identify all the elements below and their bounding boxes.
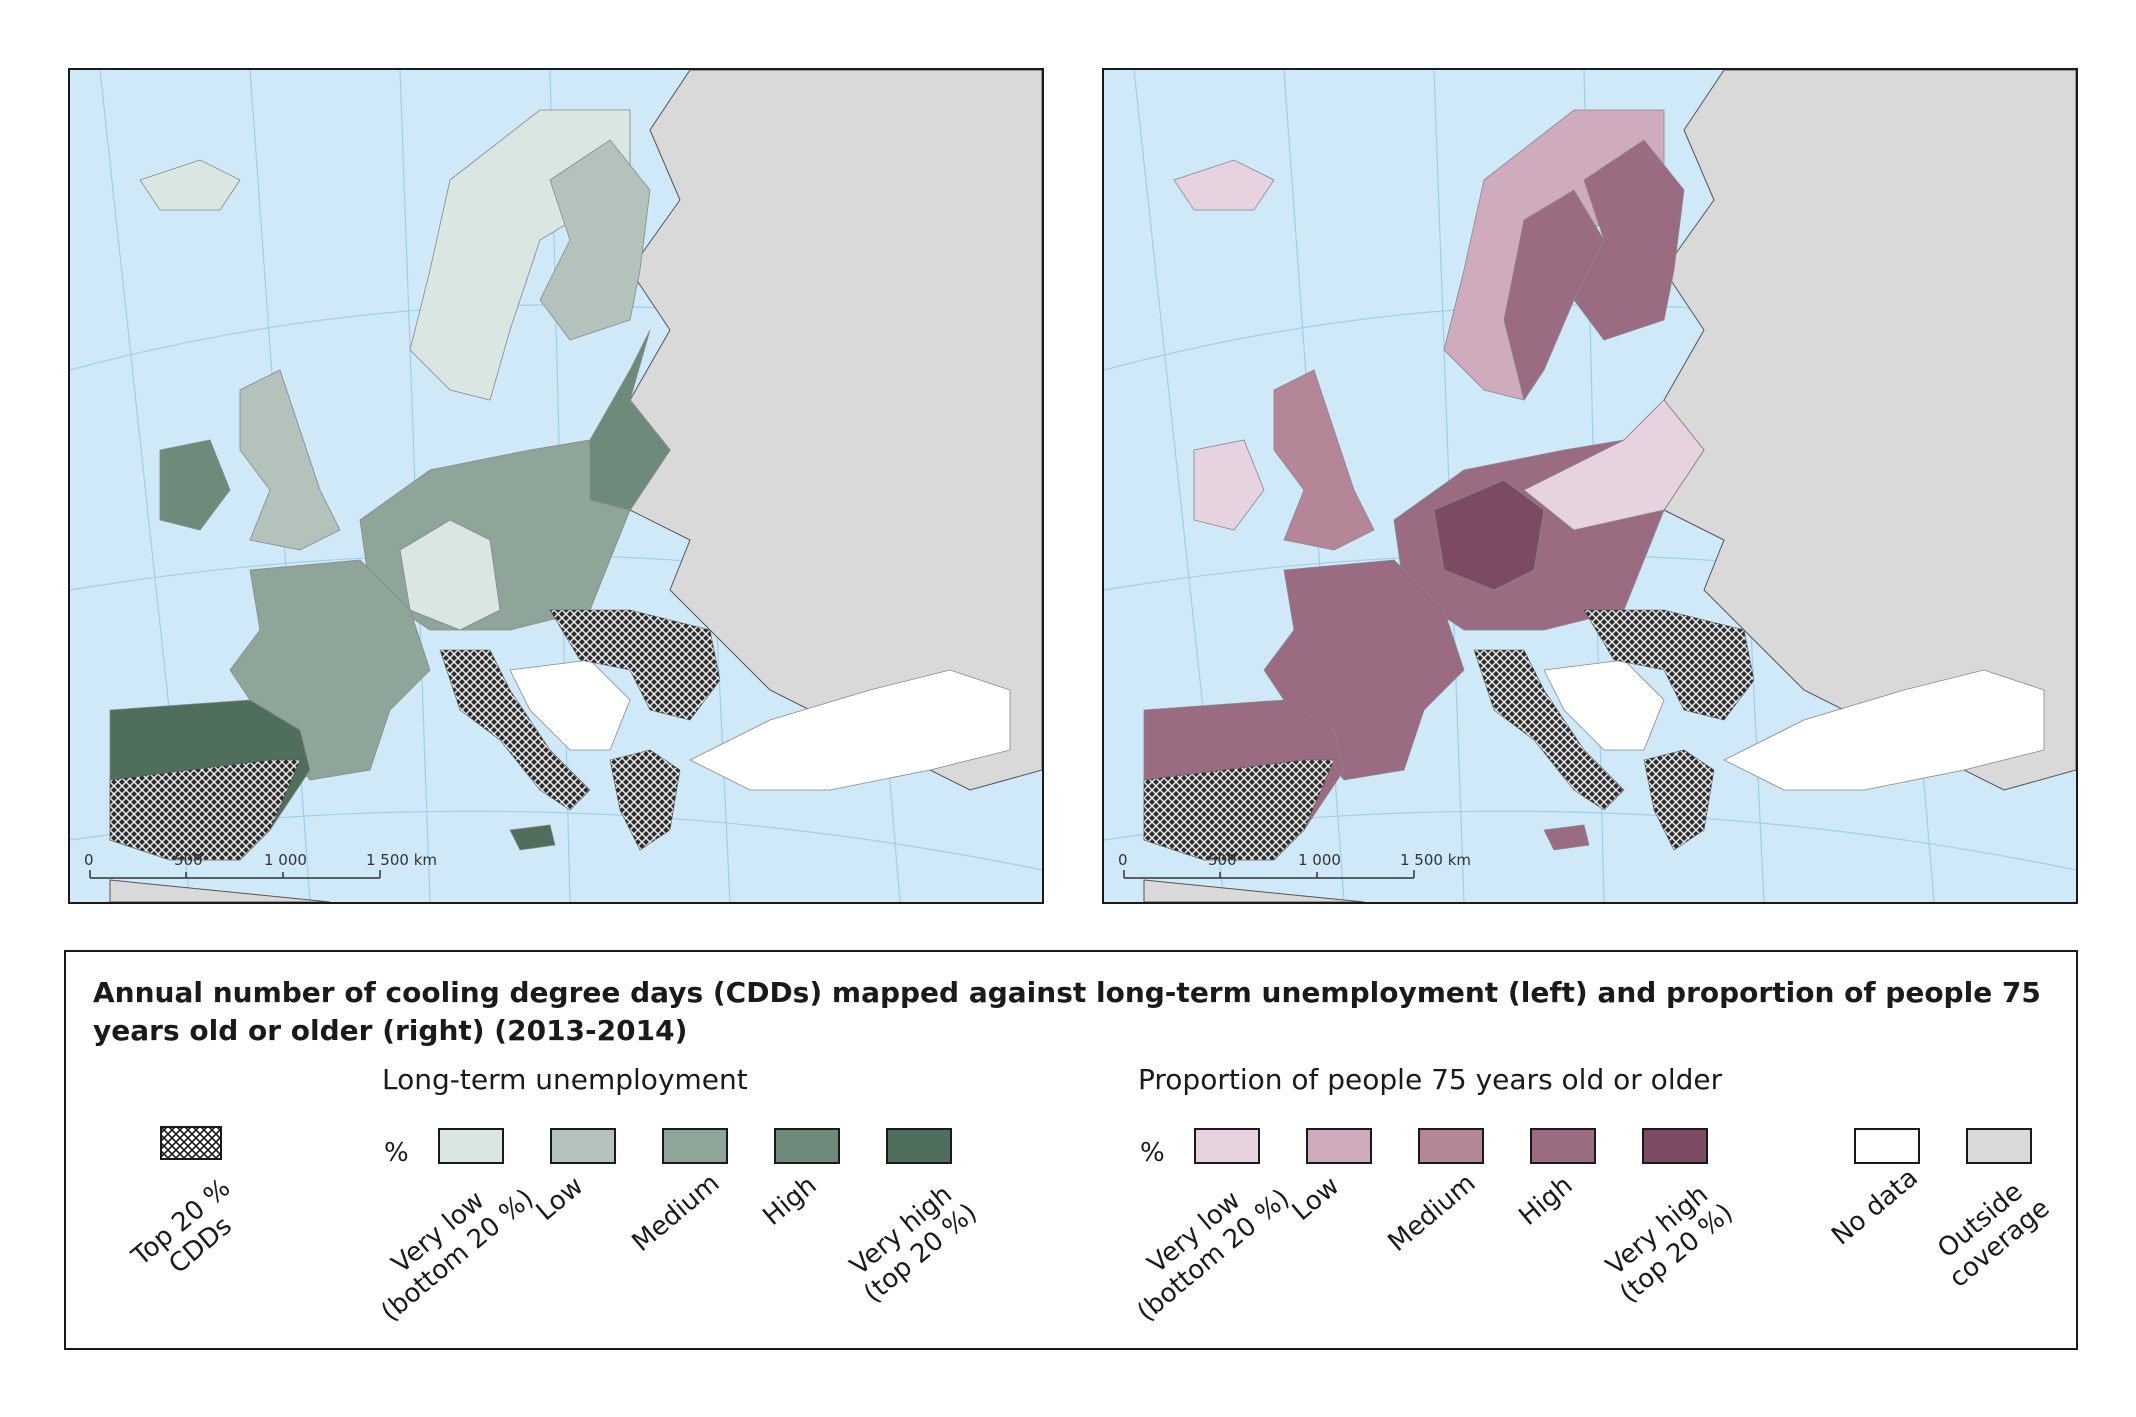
region-iberia-cdd	[1143, 759, 1335, 861]
map-left-canvas: 0 500 1 000 1 500 km	[70, 70, 1042, 902]
region-turkey-nodata	[689, 669, 1011, 791]
swatch-unemployment-medium	[662, 1128, 728, 1164]
region-germany-high	[1433, 479, 1545, 591]
region-sicily	[1543, 824, 1590, 851]
region-balkans-cdd	[1583, 609, 1755, 721]
swatch-elderly-low	[1306, 1128, 1372, 1164]
region-italy-cdd	[439, 649, 591, 811]
label-elderly-high: High	[1513, 1170, 1579, 1232]
label-elderly-medium: Medium	[1382, 1168, 1482, 1258]
swatch-elderly-very-low	[1194, 1128, 1260, 1164]
region-uk	[239, 369, 341, 551]
region-greece-cdd	[609, 749, 681, 851]
label-elderly-very-low: Very low (bottom 20 %)	[1131, 1183, 1296, 1328]
label-unemployment-very-high: Very high (top 20 %)	[844, 1179, 983, 1310]
swatch-top-cdd	[160, 1126, 222, 1160]
region-uk	[1273, 369, 1375, 551]
scale-label-0: 0	[84, 851, 94, 869]
region-greece-cdd	[1643, 749, 1715, 851]
swatch-unemployment-very-low	[438, 1128, 504, 1164]
swatch-unemployment-very-high	[886, 1128, 952, 1164]
map-people-75-plus[interactable]: 0 500 1 000 1 500 km	[1102, 68, 2078, 904]
swatch-elderly-very-high	[1642, 1128, 1708, 1164]
region-ireland	[159, 439, 231, 531]
legend-title: Annual number of cooling degree days (CD…	[93, 976, 2041, 1047]
swatch-no-data	[1854, 1128, 1920, 1164]
region-iceland	[139, 159, 241, 211]
label-top-cdd: Top 20 % CDDs	[126, 1173, 238, 1281]
region-poland	[1523, 399, 1705, 531]
scale-label-1000: 1 000	[264, 851, 307, 869]
label-no-data: No data	[1826, 1162, 1924, 1252]
region-finland	[1573, 139, 1685, 341]
region-turkey-nodata	[1723, 669, 2045, 791]
scale-label-1500: 1 500 km	[1400, 851, 1471, 869]
scale-label-0: 0	[1118, 851, 1128, 869]
swatch-elderly-high	[1530, 1128, 1596, 1164]
label-outside-coverage: Outside coverage	[1932, 1176, 2056, 1294]
region-ireland	[1193, 439, 1265, 531]
label-elderly-very-high: Very high (top 20 %)	[1600, 1179, 1739, 1310]
unemployment-title: Long-term unemployment	[382, 1063, 748, 1096]
scale-label-500: 500	[1208, 851, 1237, 869]
elderly-title: Proportion of people 75 years old or old…	[1138, 1063, 1723, 1096]
region-iceland	[1173, 159, 1275, 211]
scale-bar: 0 500 1 000 1 500 km	[1118, 851, 1471, 879]
swatch-unemployment-high	[774, 1128, 840, 1164]
map-right-canvas: 0 500 1 000 1 500 km	[1104, 70, 2076, 902]
map-long-term-unemployment[interactable]: 0 500 1 000 1 500 km	[68, 68, 1044, 904]
label-unemployment-very-low: Very low (bottom 20 %)	[375, 1183, 540, 1328]
elderly-unit: %	[1140, 1138, 1165, 1168]
outside-coverage-africa	[109, 879, 331, 902]
region-italy-cdd	[1473, 649, 1625, 811]
scale-label-1000: 1 000	[1298, 851, 1341, 869]
scale-label-1500: 1 500 km	[366, 851, 437, 869]
swatch-elderly-medium	[1418, 1128, 1484, 1164]
region-balkans-cdd	[549, 609, 721, 721]
unemployment-unit: %	[384, 1138, 409, 1168]
legend-box: Annual number of cooling degree days (CD…	[64, 950, 2078, 1350]
region-finland	[539, 139, 651, 341]
region-poland	[589, 329, 671, 511]
region-sweden	[1503, 189, 1605, 401]
region-sicily	[509, 824, 556, 851]
label-unemployment-high: High	[757, 1170, 823, 1232]
region-iberia-cdd	[109, 759, 301, 861]
label-unemployment-medium: Medium	[626, 1168, 726, 1258]
swatch-outside-coverage	[1966, 1128, 2032, 1164]
outside-coverage-africa	[1143, 879, 1365, 902]
scale-bar: 0 500 1 000 1 500 km	[84, 851, 437, 879]
scale-label-500: 500	[174, 851, 203, 869]
swatch-unemployment-low	[550, 1128, 616, 1164]
